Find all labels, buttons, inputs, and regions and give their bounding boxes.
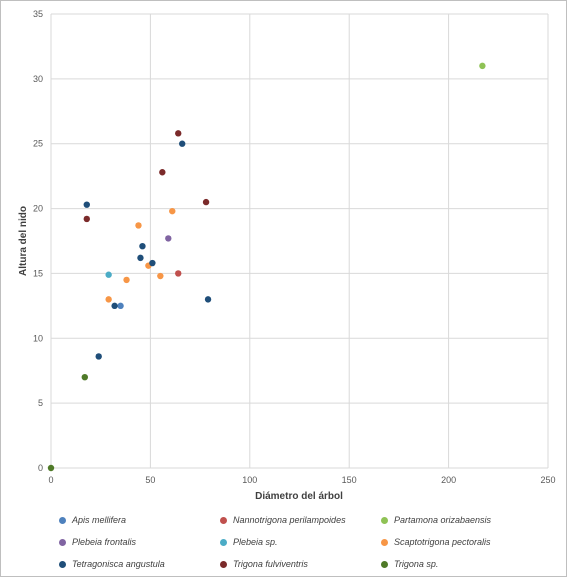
legend-item: Trigona sp. — [381, 558, 542, 570]
legend-marker — [381, 516, 388, 524]
data-point — [83, 215, 90, 223]
data-point — [111, 302, 118, 310]
legend-label: Trigona fulviventris — [233, 559, 308, 569]
legend-marker — [220, 538, 227, 546]
data-point — [137, 254, 144, 262]
data-point — [117, 302, 124, 310]
legend-item: Trigona fulviventris — [220, 558, 381, 570]
x-tick-label: 150 — [342, 475, 357, 485]
y-tick-label: 20 — [33, 204, 43, 214]
data-point — [159, 169, 166, 176]
legend-label: Partamona orizabaensis — [394, 515, 492, 525]
legend-item: Partamona orizabaensis — [381, 514, 542, 526]
y-tick-label: 25 — [33, 139, 43, 149]
legend-marker — [59, 560, 66, 568]
legend: Apis mellifera Nannotrigona perilampoides… — [59, 514, 559, 570]
legend-item: Plebeia frontalis — [59, 536, 220, 548]
data-point — [123, 276, 130, 284]
data-point — [83, 201, 90, 208]
legend-label: Trigona sp. — [394, 559, 439, 569]
legend-label: Apis mellifera — [72, 515, 127, 525]
x-tick-label: 250 — [540, 475, 555, 485]
data-point — [149, 259, 156, 267]
legend-item: Plebeia sp. — [220, 536, 381, 548]
data-point — [81, 374, 88, 381]
legend-marker — [381, 538, 388, 546]
x-tick-label: 50 — [145, 475, 155, 485]
legend-item: Nannotrigona perilampoides — [220, 514, 381, 526]
legend-marker — [220, 560, 227, 568]
tick-labels: 0 5 10 15 20 25 30 35 0 50 100 150 200 250 — [33, 9, 556, 485]
data-point — [165, 235, 172, 242]
data-point — [479, 62, 486, 70]
data-point — [105, 296, 112, 303]
legend-marker — [59, 538, 66, 546]
legend-item: Apis mellifera — [59, 514, 220, 526]
legend-marker — [381, 560, 388, 568]
y-tick-label: 15 — [33, 268, 43, 278]
x-tick-label: 0 — [48, 475, 53, 485]
legend-label: Plebeia sp. — [233, 537, 278, 547]
y-tick-label: 5 — [38, 398, 43, 408]
scatter-chart: 0 5 10 15 20 25 30 35 0 50 100 150 200 250 Diámetro d… — [18, 9, 556, 502]
data-point — [175, 270, 182, 277]
data-point — [202, 198, 210, 206]
legend-label: Scaptotrigona pectoralis — [394, 537, 491, 547]
legend-label: Plebeia frontalis — [72, 537, 137, 547]
data-point — [175, 130, 182, 137]
y-tick-label: 35 — [33, 9, 43, 19]
y-tick-label: 0 — [38, 463, 43, 473]
x-axis-title: Diámetro del árbol — [255, 491, 343, 502]
data-point — [169, 207, 176, 215]
data-point — [139, 242, 146, 250]
legend-item: Tetragonisca angustula — [59, 558, 220, 570]
x-tick-label: 200 — [441, 475, 456, 485]
y-tick-label: 10 — [33, 333, 43, 343]
legend-label: Nannotrigona perilampoides — [233, 515, 346, 525]
data-point — [157, 272, 164, 280]
legend-item: Scaptotrigona pectoralis — [381, 536, 542, 548]
data-point — [135, 222, 142, 229]
y-tick-label: 30 — [33, 74, 43, 84]
legend-marker — [220, 516, 227, 524]
legend-label: Tetragonisca angustula — [72, 559, 165, 569]
data-point — [105, 271, 112, 278]
data-points — [47, 62, 486, 472]
legend-marker — [59, 516, 66, 524]
data-point — [179, 140, 186, 147]
x-tick-label: 100 — [242, 475, 257, 485]
data-point — [47, 464, 55, 472]
data-point — [95, 353, 102, 360]
grid-lines — [50, 13, 549, 469]
y-axis-title: Altura del nido — [18, 206, 29, 276]
data-point — [204, 296, 212, 303]
